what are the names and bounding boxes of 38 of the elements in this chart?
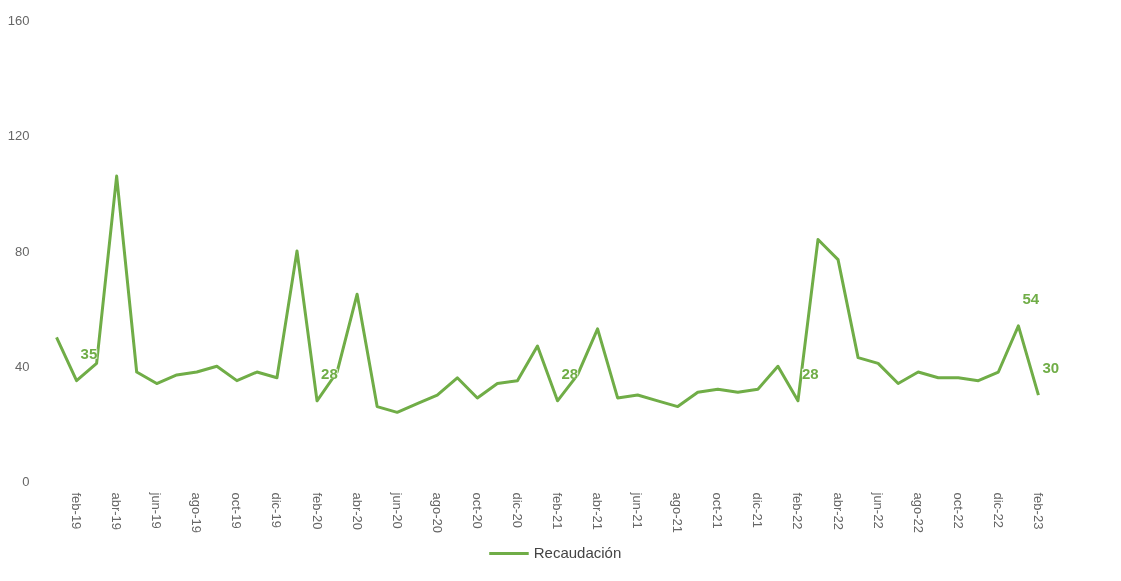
data-label: 30 xyxy=(1042,359,1060,377)
x-tick-label: oct-21 xyxy=(710,492,726,529)
x-tick-label: jun-20 xyxy=(389,491,405,529)
x-tick-label: abr-19 xyxy=(109,492,125,531)
x-tick-label: ago-22 xyxy=(910,492,926,533)
x-tick-label: feb-23 xyxy=(1030,492,1046,530)
data-label: 28 xyxy=(801,364,819,382)
x-tick-label: oct-19 xyxy=(229,492,245,529)
x-tick-label: jun-22 xyxy=(870,491,886,529)
data-label: 35 xyxy=(80,344,98,362)
x-tick-label: abr-22 xyxy=(830,492,846,531)
x-tick-label: feb-19 xyxy=(69,492,85,530)
x-tick-label: jun-19 xyxy=(149,491,165,529)
x-tick-label: dic-19 xyxy=(269,492,285,528)
x-tick-label: feb-22 xyxy=(790,492,806,530)
x-tick-label: oct-20 xyxy=(469,492,485,529)
y-tick-label: 120 xyxy=(7,128,30,144)
x-tick-label: ago-20 xyxy=(429,492,445,533)
x-tick-label: dic-21 xyxy=(750,492,766,528)
legend-label: Recaudación xyxy=(533,544,622,561)
x-tick-label: oct-22 xyxy=(950,492,966,529)
data-label: 28 xyxy=(561,364,579,382)
x-tick-label: feb-20 xyxy=(309,492,325,530)
x-tick-label: abr-20 xyxy=(349,492,365,531)
x-tick-label: feb-21 xyxy=(550,492,565,530)
x-tick-label: dic-22 xyxy=(990,492,1006,528)
y-tick-label: 40 xyxy=(15,358,30,374)
y-tick-label: 80 xyxy=(15,243,30,259)
y-tick-label: 160 xyxy=(7,13,30,28)
x-tick-label: jun-21 xyxy=(630,491,646,529)
x-tick-label: dic-20 xyxy=(509,492,525,528)
x-tick-label: ago-21 xyxy=(670,492,686,533)
line-series xyxy=(55,174,1040,414)
data-label: 54 xyxy=(1022,289,1040,307)
data-label: 28 xyxy=(321,364,338,382)
x-tick-label: ago-19 xyxy=(189,492,205,533)
x-tick-label: abr-21 xyxy=(590,492,606,531)
y-tick-label: 0 xyxy=(22,474,30,489)
